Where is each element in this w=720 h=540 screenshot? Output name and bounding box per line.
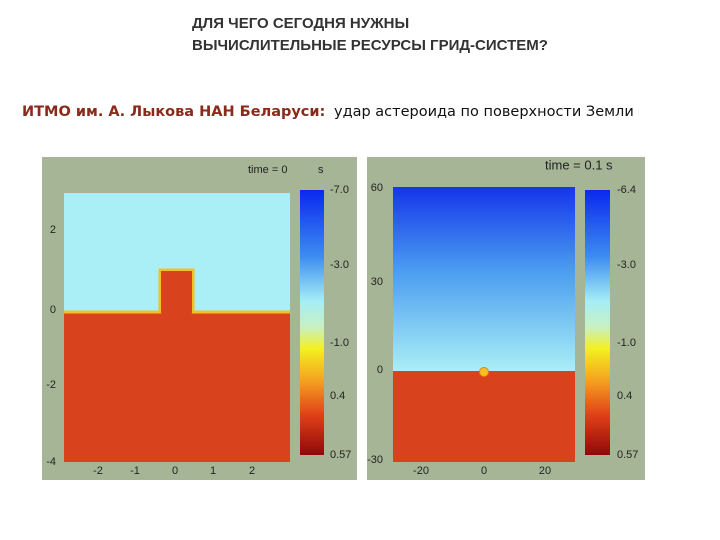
- x-tick-label: 0: [172, 465, 178, 477]
- colorbar-label: -1.0: [330, 337, 349, 349]
- interface: [64, 268, 290, 314]
- subtitle: ИТМО им. А. Лыкова НАН Беларуси: удар ас…: [22, 104, 634, 120]
- projectile: [161, 271, 192, 313]
- title-line: ВЫЧИСЛИТЕЛЬНЫЕ РЕСУРСЫ ГРИД-СИСТЕМ?: [192, 37, 548, 54]
- colorbar-label: 0.57: [617, 449, 638, 461]
- impactor: [479, 367, 489, 377]
- colorbar-label: -1.0: [617, 337, 636, 349]
- x-tick-label: -2: [93, 465, 103, 477]
- colorbar-label: -3.0: [330, 259, 349, 271]
- ground: [64, 312, 290, 462]
- y-tick-label: -30: [367, 454, 383, 466]
- y-tick-label: -4: [46, 456, 56, 468]
- panel: [367, 157, 645, 480]
- y-tick-label: 30: [371, 276, 383, 288]
- colorbar-label: 0.57: [330, 449, 351, 461]
- panel: [42, 157, 357, 480]
- x-tick-label: -1: [130, 465, 140, 477]
- colorbar: [300, 190, 324, 455]
- x-tick-label: -20: [413, 465, 429, 477]
- colorbar-label: -6.4: [617, 184, 636, 196]
- y-tick-label: -2: [46, 379, 56, 391]
- colorbar-label: -3.0: [617, 259, 636, 271]
- sky: [393, 187, 575, 371]
- topic: удар астероида по поверхности Земли: [334, 104, 634, 120]
- x-tick-label: 1: [210, 465, 216, 477]
- institution: ИТМО им. А. Лыкова НАН Беларуси:: [22, 104, 325, 120]
- time-unit: s: [318, 164, 324, 176]
- title-line: ДЛЯ ЧЕГО СЕГОДНЯ НУЖНЫ: [192, 15, 409, 32]
- ground: [393, 371, 575, 462]
- y-tick-label: 60: [371, 182, 383, 194]
- y-tick-label: 0: [377, 364, 383, 376]
- x-tick-label: 2: [249, 465, 255, 477]
- time-label: time = 0: [248, 164, 287, 176]
- y-tick-label: 2: [50, 224, 56, 236]
- colorbar-label: -7.0: [330, 184, 349, 196]
- time-label: time = 0.1 s: [545, 157, 613, 172]
- x-tick-label: 20: [539, 465, 551, 477]
- colorbar-label: 0.4: [330, 390, 345, 402]
- colorbar-label: 0.4: [617, 390, 632, 402]
- colorbar: [585, 190, 610, 455]
- x-tick-label: 0: [481, 465, 487, 477]
- y-tick-label: 0: [50, 304, 56, 316]
